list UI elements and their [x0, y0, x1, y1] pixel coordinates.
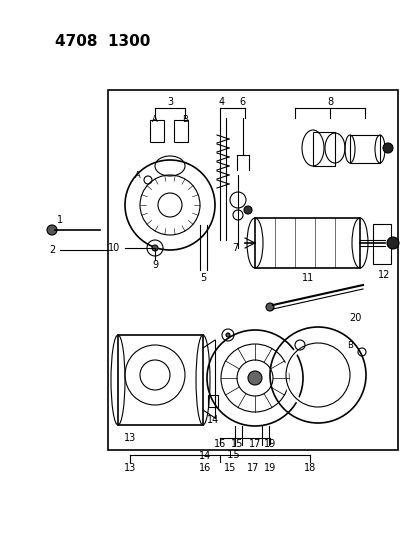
Bar: [108, 90, 398, 450]
Text: 18: 18: [304, 463, 316, 473]
Text: 17: 17: [249, 439, 261, 449]
Bar: [350, 135, 380, 163]
Text: A: A: [135, 171, 141, 180]
Text: 13: 13: [124, 433, 136, 443]
Text: 3: 3: [167, 97, 173, 107]
Circle shape: [383, 143, 393, 153]
Circle shape: [248, 371, 262, 385]
Text: 8: 8: [327, 97, 333, 107]
Text: 17: 17: [247, 463, 259, 473]
Text: 11: 11: [302, 273, 314, 283]
Text: 14: 14: [207, 415, 219, 425]
Text: 4708  1300: 4708 1300: [55, 35, 151, 50]
Text: 19: 19: [264, 463, 276, 473]
Text: 6: 6: [239, 97, 245, 107]
Text: A: A: [152, 116, 158, 125]
Text: 5: 5: [200, 273, 206, 283]
Circle shape: [47, 225, 57, 235]
Text: 19: 19: [264, 439, 276, 449]
Text: 16: 16: [214, 439, 226, 449]
Bar: [255, 218, 360, 268]
Bar: [150, 120, 164, 142]
Text: 15: 15: [231, 439, 243, 449]
Text: 16: 16: [199, 463, 211, 473]
Circle shape: [244, 206, 252, 214]
Text: 13: 13: [124, 463, 136, 473]
Text: 7: 7: [232, 243, 238, 253]
Bar: [313, 132, 335, 166]
Circle shape: [152, 245, 158, 251]
Circle shape: [226, 333, 230, 337]
Circle shape: [387, 237, 399, 249]
Text: 1: 1: [57, 215, 63, 225]
Text: 10: 10: [108, 243, 120, 253]
Text: B: B: [347, 341, 353, 350]
Text: 4: 4: [219, 97, 225, 107]
Text: 2: 2: [49, 245, 55, 255]
Circle shape: [266, 303, 274, 311]
Text: 14: 14: [199, 451, 211, 461]
Bar: [118, 335, 203, 425]
Text: 12: 12: [378, 270, 390, 280]
Bar: [174, 120, 188, 142]
Text: 20: 20: [349, 313, 361, 323]
Text: B: B: [182, 116, 188, 125]
Text: 15: 15: [221, 450, 239, 460]
Text: 15: 15: [224, 463, 236, 473]
Bar: [373, 224, 391, 264]
Bar: [208, 395, 218, 407]
Text: 9: 9: [152, 260, 158, 270]
